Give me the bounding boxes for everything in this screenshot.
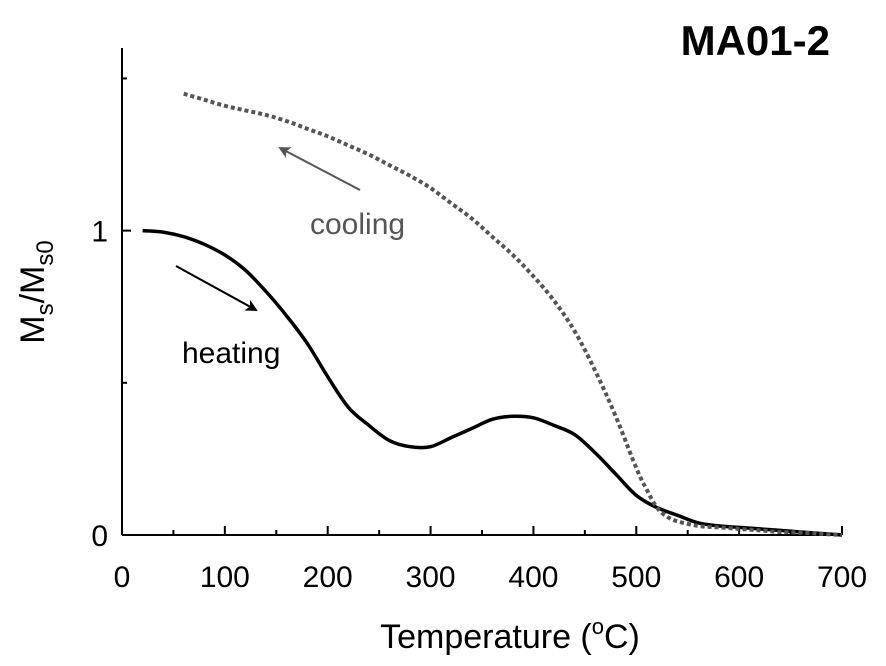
x-axis-title: Temperature (oC) — [380, 614, 640, 656]
x-ticks: 0 100 200 300 400 500 600 700 — [114, 526, 867, 594]
series-cooling-line — [183, 91, 843, 537]
y-ticks: 01 — [91, 77, 131, 553]
y-axis-title-m1: M — [14, 315, 52, 343]
x-tick-label-300: 300 — [406, 561, 456, 594]
y-axis-title-slash: /M — [14, 266, 52, 304]
x-tick-label-500: 500 — [611, 561, 661, 594]
series-layer — [142, 91, 843, 537]
y-axis-title-sub1: s — [32, 303, 59, 315]
cooling-arrow-icon — [278, 147, 361, 191]
x-axis-title-tail: C) — [604, 618, 640, 656]
x-tick-label-0: 0 — [114, 561, 131, 594]
series-heating-line — [142, 228, 843, 537]
cooling-annotation: cooling — [310, 208, 405, 241]
y-axis-title-sub2: s0 — [32, 240, 59, 265]
heating-annotation: heating — [182, 337, 280, 370]
x-axis-title-sup: o — [592, 614, 604, 639]
y-tick-label-1: 1 — [91, 216, 108, 249]
y-tick-label-0: 0 — [91, 520, 108, 553]
x-tick-label-200: 200 — [303, 561, 353, 594]
heating-arrow-icon — [175, 265, 258, 311]
chart-title: MA01-2 — [681, 17, 830, 64]
x-tick-label-100: 100 — [200, 561, 250, 594]
y-axis-title: Ms/Ms0 — [14, 240, 59, 343]
x-tick-label-600: 600 — [714, 561, 764, 594]
x-axis-title-main: Temperature ( — [380, 618, 592, 656]
x-tick-label-400: 400 — [508, 561, 558, 594]
x-tick-label-700: 700 — [817, 561, 867, 594]
